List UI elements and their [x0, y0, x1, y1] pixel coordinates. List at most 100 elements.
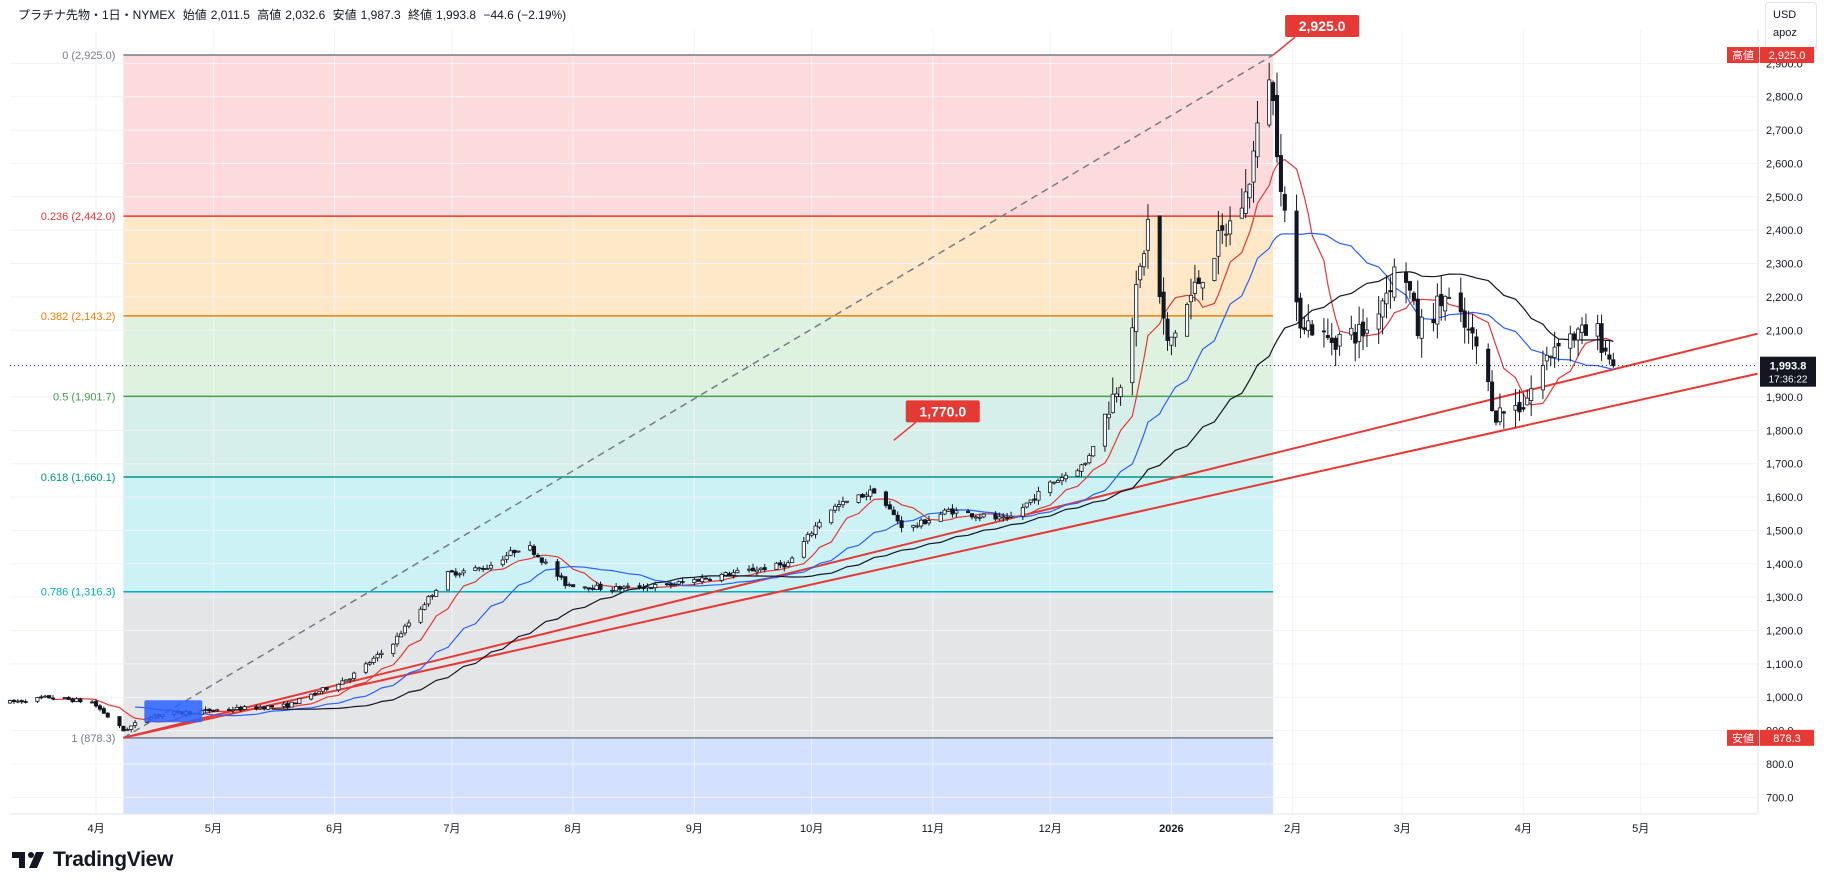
- candle: [1020, 503, 1025, 520]
- candle: [1470, 314, 1475, 350]
- x-tick-label: 12月: [1039, 823, 1062, 835]
- candle-body: [735, 570, 740, 574]
- y-tick-label: 1,600.0: [1766, 492, 1803, 504]
- candle-body: [1083, 462, 1088, 465]
- candle: [340, 677, 345, 685]
- candle-body: [1470, 327, 1475, 334]
- candle: [19, 699, 24, 705]
- candle-body: [1392, 266, 1397, 298]
- candle: [1501, 410, 1506, 429]
- currency-selector[interactable]: USD apoz: [1765, 2, 1817, 52]
- candle-body: [1357, 324, 1362, 342]
- candle-body: [230, 709, 235, 712]
- y-tick-label: 2,700.0: [1766, 125, 1803, 137]
- candle-body: [129, 725, 134, 730]
- candle-body: [324, 687, 329, 690]
- candle: [1036, 486, 1041, 505]
- candle-body: [1431, 319, 1436, 324]
- candle: [395, 632, 400, 647]
- tradingview-logo[interactable]: TradingView: [12, 848, 173, 872]
- candle-body: [1157, 215, 1162, 297]
- candle-body: [461, 570, 466, 574]
- candle-body: [1497, 407, 1502, 423]
- candle: [1052, 481, 1057, 485]
- candle: [680, 577, 685, 585]
- currency-label[interactable]: USD: [1773, 9, 1797, 21]
- candle: [234, 704, 239, 711]
- axes: 700.0800.0900.01,000.01,100.01,200.01,30…: [10, 30, 1816, 835]
- candle-body: [1224, 233, 1229, 236]
- candle: [598, 581, 603, 592]
- candle-body: [1196, 277, 1201, 284]
- symbol-name[interactable]: プラチナ先物・1日・NYMEX: [18, 8, 176, 22]
- candle: [1114, 387, 1119, 403]
- candle: [993, 511, 998, 522]
- candle: [352, 671, 357, 682]
- candle-body: [500, 559, 505, 566]
- candle: [1157, 215, 1162, 304]
- candle-body: [348, 678, 353, 681]
- candle-body: [1540, 365, 1545, 391]
- candle-body: [481, 567, 486, 570]
- candle: [891, 506, 896, 516]
- high-label: 高値: [257, 8, 282, 22]
- candle: [782, 561, 787, 572]
- candle-body: [1110, 393, 1115, 414]
- candle-body: [234, 706, 239, 710]
- candle-body: [1603, 347, 1608, 352]
- candle-body: [672, 584, 677, 586]
- callout-text: 1,770.0: [919, 403, 966, 419]
- candle: [778, 560, 783, 569]
- candle-body: [1239, 207, 1244, 219]
- candle: [1212, 257, 1217, 282]
- candle: [1360, 308, 1366, 351]
- candle: [449, 569, 454, 573]
- candle: [1278, 134, 1283, 207]
- y-tick-label: 1,800.0: [1766, 425, 1803, 437]
- candle-body: [895, 514, 900, 522]
- candle-body: [1529, 388, 1534, 401]
- last-price-value: 1,993.8: [1770, 361, 1807, 373]
- candle: [836, 500, 842, 512]
- fib-label-0.786: 0.786 (1,316.3): [41, 587, 116, 599]
- last-price-tag: 1,993.8 17:36:22: [1760, 356, 1816, 387]
- candle-body: [90, 701, 95, 704]
- candle-body: [704, 577, 709, 580]
- candle: [1513, 389, 1518, 428]
- candle: [336, 683, 341, 693]
- candle: [1579, 317, 1585, 345]
- candle: [1466, 310, 1471, 344]
- candle: [430, 594, 435, 600]
- candle-body: [215, 709, 220, 712]
- fib-label-1: 1 (878.3): [71, 733, 115, 745]
- candle: [700, 574, 705, 585]
- candle: [504, 551, 509, 563]
- candle: [844, 500, 849, 504]
- y-tick-label: 2,600.0: [1766, 158, 1803, 170]
- candle: [1192, 264, 1197, 302]
- candle-body: [1310, 324, 1315, 336]
- candle-body: [449, 570, 454, 573]
- candle: [774, 561, 779, 570]
- candle-body: [47, 695, 52, 699]
- candle: [269, 705, 275, 710]
- candle: [1200, 281, 1205, 301]
- candle: [981, 513, 986, 519]
- candle-body: [23, 701, 28, 703]
- candle: [1294, 194, 1299, 322]
- candle-body: [1161, 291, 1166, 319]
- candle: [1145, 204, 1151, 269]
- candle-body: [563, 576, 568, 586]
- candle-body: [966, 510, 971, 514]
- candle-body: [312, 693, 318, 695]
- fib-label-0.236: 0.236 (2,442.0): [41, 211, 116, 223]
- candle: [129, 725, 134, 733]
- candle: [805, 531, 810, 544]
- candle: [15, 698, 20, 704]
- candle: [262, 705, 267, 711]
- candle: [664, 582, 670, 587]
- candle: [582, 586, 587, 590]
- candle-body: [1493, 410, 1499, 423]
- candle: [1087, 453, 1092, 465]
